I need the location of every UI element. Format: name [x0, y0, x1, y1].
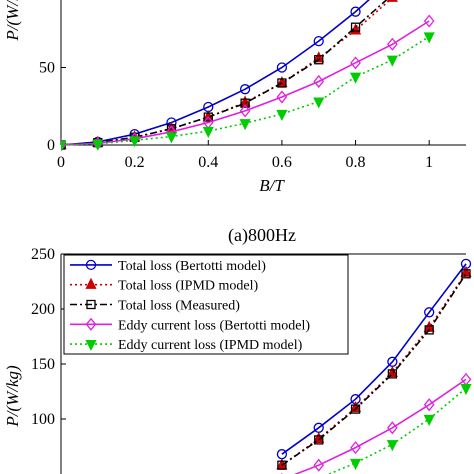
data-point	[423, 14, 435, 28]
data-point	[350, 6, 361, 17]
y-tick-label: 150	[31, 356, 55, 373]
series-line	[61, 0, 370, 146]
series-group	[276, 258, 472, 474]
data-point	[92, 139, 104, 151]
legend-marker	[85, 259, 97, 271]
legend-marker	[86, 299, 96, 310]
data-point	[239, 104, 251, 118]
y-axis-title: P/(W/kg)	[3, 0, 22, 42]
data-point	[313, 97, 325, 109]
data-point	[460, 265, 472, 277]
series-line	[281, 263, 467, 455]
data-point	[313, 458, 325, 472]
legend-entry: Eddy current loss (Bertotti model)	[118, 318, 310, 333]
x-tick-label: 0.8	[346, 154, 366, 171]
data-point	[423, 320, 435, 332]
y-axis-title: P/(W/kg)	[3, 365, 22, 428]
x-tick-label: 0.2	[125, 154, 145, 171]
data-point	[313, 74, 325, 88]
data-point	[314, 435, 324, 445]
legend-entry: Eddy current loss (IPMD model)	[118, 338, 303, 353]
data-point	[277, 460, 287, 470]
data-point	[423, 398, 435, 412]
y-tick-label: 200	[31, 301, 55, 318]
x-tick-label: 0.6	[272, 154, 292, 171]
data-point	[313, 51, 325, 63]
y-tick-label: 0	[47, 137, 55, 154]
data-point	[423, 414, 435, 426]
data-point	[314, 55, 324, 65]
y-tick-label: 250	[31, 246, 55, 263]
series-line	[327, 387, 467, 474]
data-point	[350, 56, 361, 70]
data-point	[350, 404, 361, 414]
panel-caption: (a)800Hz	[228, 225, 296, 246]
x-axis-title: B/T	[259, 176, 285, 195]
data-point	[386, 0, 398, 2]
panel-800hz: 0 50 0 0.2 0.4 0.6 0.8 1 P/(W/kg) B/T	[3, 0, 466, 195]
series-line	[281, 273, 467, 466]
x-tick-label: 0.4	[198, 154, 218, 171]
data-point	[387, 421, 398, 435]
data-point	[424, 307, 435, 318]
x-tick-label: 1	[425, 154, 433, 171]
data-point	[239, 84, 251, 95]
data-point	[276, 90, 288, 104]
data-point	[350, 441, 361, 455]
data-point	[203, 112, 213, 122]
legend-entry: Total loss (Bertotti model)	[118, 259, 266, 274]
data-point	[387, 369, 398, 379]
data-point	[240, 98, 250, 108]
panel-lower: 100 150 200 250 P/(W/kg) Total loss (Bertotti…	[3, 246, 472, 474]
legend-marker	[85, 317, 97, 331]
legend-entry: Total loss (IPMD model)	[118, 279, 259, 294]
data-point	[61, 140, 67, 151]
data-point	[239, 119, 251, 131]
series-line	[293, 378, 467, 474]
series-line	[61, 0, 388, 146]
data-point	[276, 109, 288, 121]
series-line	[61, 20, 430, 146]
series-group	[61, 0, 435, 151]
y-tick-label: 100	[31, 411, 55, 428]
data-point	[349, 72, 362, 84]
legend: Total loss (Bertotti model) Total loss (I…	[63, 254, 349, 355]
legend-marker	[85, 277, 97, 289]
data-point	[386, 55, 398, 67]
data-point	[461, 269, 471, 279]
data-point	[460, 384, 472, 396]
data-point	[423, 32, 435, 44]
legend-entry: Total loss (Measured)	[118, 299, 240, 314]
x-tick-label: 0	[57, 154, 65, 171]
data-point	[313, 36, 324, 47]
data-point	[387, 37, 398, 51]
data-point	[277, 78, 287, 88]
data-point	[276, 62, 288, 73]
y-tick-label: 50	[39, 60, 55, 77]
data-point	[350, 22, 361, 32]
data-point	[165, 132, 178, 144]
data-point	[386, 440, 398, 452]
data-point	[349, 458, 362, 470]
data-point	[386, 365, 398, 377]
legend-marker	[85, 339, 97, 352]
data-point	[424, 325, 434, 335]
data-point	[129, 136, 141, 148]
data-point	[202, 126, 214, 139]
